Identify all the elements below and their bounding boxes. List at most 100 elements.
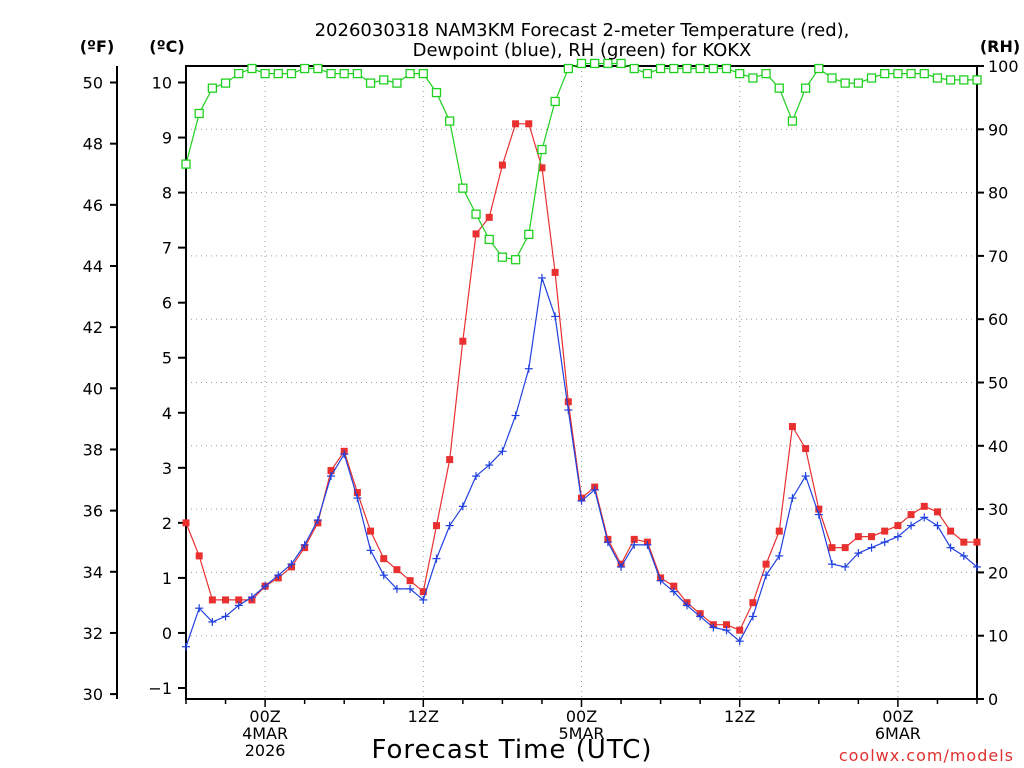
data-point (379, 75, 389, 85)
rh-tick-label: 90 (988, 120, 1008, 139)
data-point (247, 63, 257, 74)
data-point (287, 560, 296, 569)
data-point (208, 617, 217, 626)
fahrenheit-tick-label: 32 (83, 624, 103, 643)
data-point (960, 538, 968, 546)
data-point (432, 522, 440, 530)
fahrenheit-tick-label: 46 (83, 196, 103, 215)
data-point (945, 75, 956, 85)
x-tick-label: 00Z (566, 707, 597, 726)
data-point (459, 337, 467, 345)
data-point (669, 63, 679, 74)
celsius-tick-label: 2 (162, 514, 172, 533)
data-point (274, 571, 283, 580)
data-point (827, 73, 837, 83)
data-point (340, 450, 349, 459)
data-point (512, 120, 520, 128)
x-tick-label: 12Z (724, 707, 755, 726)
data-point (723, 621, 731, 629)
data-point (537, 144, 547, 155)
data-point (642, 68, 653, 79)
rh-tick-label: 10 (988, 627, 1008, 646)
data-point (972, 75, 982, 85)
data-point (313, 63, 323, 74)
data-point (235, 596, 243, 604)
data-point (418, 68, 428, 79)
data-point (959, 75, 969, 85)
data-point (749, 599, 757, 607)
data-point (564, 406, 573, 415)
data-point (959, 551, 968, 560)
data-point (603, 58, 613, 69)
data-point (920, 513, 929, 522)
data-point (221, 612, 230, 621)
data-point (471, 209, 481, 219)
data-point (736, 626, 744, 634)
celsius-tick-label: 3 (162, 459, 172, 478)
series-layer (181, 58, 982, 651)
data-point (576, 58, 587, 69)
data-point (537, 273, 546, 282)
data-point (827, 560, 836, 569)
rh-tick-label: 50 (988, 374, 1008, 393)
data-point (920, 502, 928, 510)
fahrenheit-tick-label: 36 (83, 502, 103, 521)
x-tick-label: 00Z (249, 707, 280, 726)
data-point (353, 489, 361, 497)
data-point (525, 120, 533, 128)
data-point (656, 576, 665, 585)
data-point (669, 587, 678, 596)
data-point (695, 63, 705, 74)
celsius-axis-label: (ºC) (149, 37, 184, 56)
data-point (182, 519, 190, 527)
data-point (511, 411, 520, 420)
data-point (814, 510, 823, 519)
watermark: coolwx.com/models (839, 746, 1014, 765)
data-point (696, 612, 705, 621)
data-point (261, 582, 270, 591)
data-point (181, 159, 191, 169)
data-point (551, 268, 559, 276)
data-point (524, 364, 533, 373)
data-point (762, 571, 771, 580)
data-point (313, 516, 322, 525)
data-point (366, 546, 375, 555)
celsius-tick-label: 4 (162, 404, 172, 423)
data-point (775, 527, 783, 535)
rh-axis-label: (RH) (980, 37, 1020, 56)
rh-tick-label: 80 (988, 184, 1008, 203)
data-point (682, 63, 692, 74)
data-point (458, 502, 467, 511)
data-point (748, 612, 757, 621)
data-point (458, 183, 468, 193)
data-point (353, 494, 362, 503)
data-point (431, 87, 442, 98)
data-point (510, 255, 521, 265)
rh-tick-label: 30 (988, 500, 1008, 519)
x-tick-label: 12Z (408, 707, 439, 726)
data-point (670, 582, 678, 590)
celsius-tick-label: 5 (162, 349, 172, 368)
data-point (222, 596, 230, 604)
data-point (800, 83, 811, 93)
x-axis-label: Forecast Time (UTC) (371, 735, 652, 765)
fahrenheit-tick-label: 44 (83, 257, 103, 276)
data-point (973, 562, 981, 571)
data-point (867, 543, 876, 552)
data-point (815, 505, 823, 513)
data-point (577, 496, 586, 505)
data-point (735, 637, 744, 646)
data-point (498, 447, 507, 456)
fahrenheit-tick-label: 48 (83, 135, 103, 154)
data-point (682, 601, 691, 610)
data-point (405, 68, 415, 79)
data-point (748, 73, 758, 83)
data-point (195, 604, 204, 613)
data-point (432, 554, 441, 563)
data-point (445, 521, 454, 530)
data-point (774, 83, 784, 93)
data-point (339, 68, 349, 79)
data-point (247, 593, 256, 602)
data-point (947, 527, 955, 535)
data-point (880, 68, 890, 79)
